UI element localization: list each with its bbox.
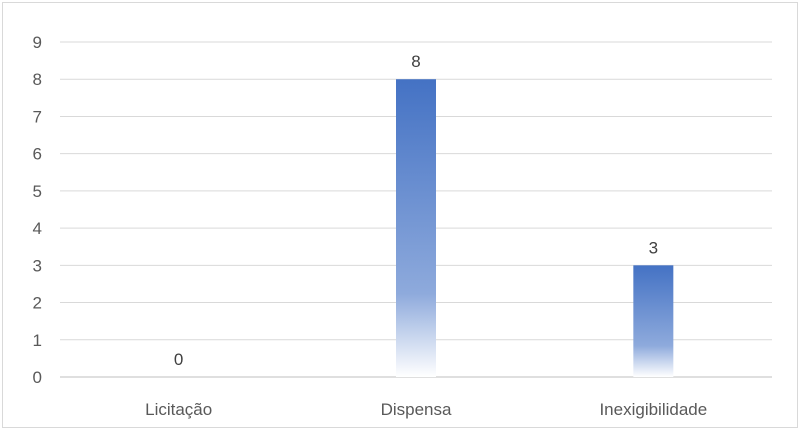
x-category-label: Inexigibilidade (599, 400, 707, 419)
bar-inexigibilidade (633, 265, 674, 377)
data-labels: 0 8 3 (174, 52, 658, 369)
y-tick-label: 3 (33, 256, 42, 275)
y-tick-label: 5 (33, 182, 42, 201)
y-tick-label: 0 (33, 368, 42, 387)
y-tick-label: 8 (33, 70, 42, 89)
data-label: 3 (649, 238, 658, 257)
x-category-label: Licitação (145, 400, 212, 419)
x-category-label: Dispensa (381, 400, 452, 419)
y-tick-label: 2 (33, 294, 42, 313)
y-tick-label: 4 (33, 219, 42, 238)
y-tick-label: 9 (33, 33, 42, 52)
data-label: 8 (411, 52, 420, 71)
bar-dispensa (396, 79, 436, 377)
bars (396, 79, 674, 377)
x-axis-categories: Licitação Dispensa Inexigibilidade (145, 400, 707, 419)
data-label: 0 (174, 350, 183, 369)
y-tick-label: 1 (33, 331, 42, 350)
y-tick-label: 6 (33, 145, 42, 164)
y-axis-ticks: 0 1 2 3 4 5 6 7 8 9 (33, 33, 42, 387)
y-tick-label: 7 (33, 107, 42, 126)
